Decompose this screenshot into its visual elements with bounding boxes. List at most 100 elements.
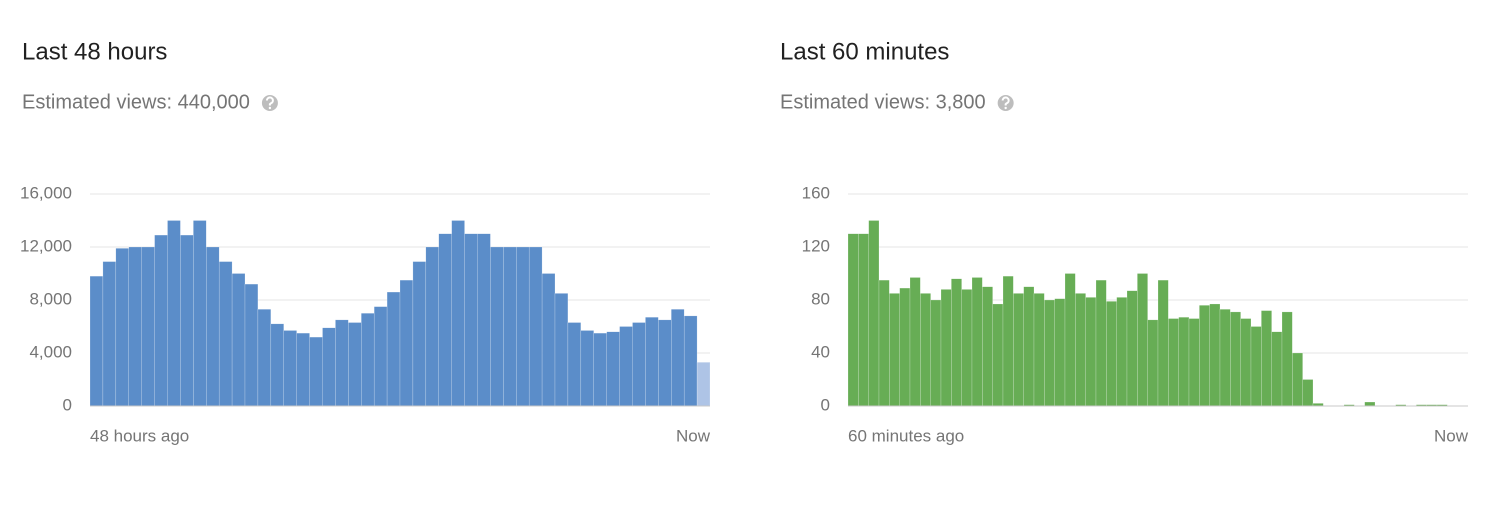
bar — [541, 273, 556, 407]
y-tick-label: 8,000 — [29, 289, 72, 308]
bar — [899, 287, 911, 407]
bar — [128, 246, 142, 407]
bar — [1023, 286, 1035, 407]
bar — [218, 261, 233, 407]
bar — [167, 220, 181, 407]
bar — [683, 315, 698, 407]
x-end-label: Now — [676, 426, 711, 445]
bar — [940, 289, 952, 407]
bar — [115, 248, 129, 407]
bar — [412, 261, 427, 407]
bar — [516, 246, 530, 407]
bar — [309, 336, 323, 407]
bar — [373, 306, 388, 407]
bar — [971, 277, 983, 407]
bar — [141, 246, 155, 407]
help-icon[interactable] — [261, 95, 278, 111]
bar — [982, 286, 993, 407]
bar — [606, 331, 620, 407]
bar — [878, 279, 890, 407]
panel-subtitle: Estimated views: 440,000 — [22, 91, 250, 113]
bar — [257, 309, 272, 407]
bar — [858, 233, 869, 407]
bar — [1178, 317, 1190, 407]
bar — [1013, 293, 1024, 407]
bar — [1281, 311, 1293, 407]
bar — [451, 220, 465, 407]
panel-title: Last 48 hours — [22, 38, 167, 65]
bar — [1168, 318, 1179, 407]
y-tick-label: 12,000 — [20, 236, 72, 255]
bar — [361, 313, 375, 407]
bar — [1302, 379, 1314, 407]
bar — [1064, 273, 1076, 407]
bar — [1240, 318, 1252, 407]
bar — [322, 327, 336, 407]
bar — [1054, 298, 1066, 407]
bar — [386, 291, 401, 407]
bar — [1209, 303, 1221, 407]
x-end-label: Now — [1434, 426, 1469, 445]
bar — [868, 220, 880, 407]
bar — [528, 246, 543, 407]
bar — [193, 220, 207, 407]
bar — [1106, 301, 1117, 407]
bar — [847, 233, 859, 407]
bar — [951, 278, 962, 407]
bar — [1157, 279, 1169, 407]
bar — [1147, 319, 1159, 407]
bar — [335, 319, 349, 407]
bar — [180, 234, 194, 407]
bar — [1075, 293, 1086, 407]
help-icon[interactable] — [997, 95, 1014, 111]
bar — [438, 233, 452, 407]
bar — [632, 322, 646, 407]
panel-subtitle: Estimated views: 3,800 — [780, 91, 986, 113]
bar — [1230, 311, 1241, 407]
panel-title: Last 60 minutes — [780, 38, 949, 65]
bar — [102, 261, 117, 407]
help-icon-glyph — [1001, 96, 1010, 106]
bar — [671, 309, 685, 407]
y-tick-label: 16,000 — [20, 183, 72, 202]
bar — [658, 319, 672, 407]
bar — [477, 233, 491, 407]
bar — [89, 275, 104, 407]
bar — [1126, 290, 1138, 407]
help-icon-dot — [1004, 106, 1007, 110]
bar — [1219, 309, 1231, 407]
bar — [154, 234, 168, 407]
bar — [580, 330, 594, 407]
bar — [244, 283, 259, 407]
bar — [1199, 305, 1210, 407]
y-tick-label: 80 — [811, 289, 830, 308]
bar — [1095, 279, 1107, 407]
bar — [283, 330, 297, 407]
bar — [1250, 326, 1262, 407]
bar — [554, 293, 569, 407]
y-tick-label: 160 — [802, 183, 830, 202]
bar — [1085, 297, 1097, 407]
bar — [1292, 352, 1303, 407]
bar — [567, 322, 582, 407]
bar — [696, 362, 711, 407]
bar — [1364, 401, 1376, 407]
bar — [619, 326, 633, 407]
bar — [889, 293, 900, 407]
bar — [909, 277, 921, 407]
help-icon-dot — [268, 106, 272, 110]
x-start-label: 48 hours ago — [90, 426, 189, 445]
bar — [961, 289, 973, 407]
bar — [1044, 299, 1055, 407]
bar — [992, 303, 1004, 407]
bar — [464, 233, 478, 407]
bar — [593, 332, 607, 407]
bar — [490, 246, 504, 407]
y-tick-label: 4,000 — [29, 342, 72, 361]
bar — [1271, 331, 1283, 407]
bar — [1116, 297, 1128, 407]
bar — [1033, 293, 1045, 407]
bar — [425, 246, 439, 407]
bar — [206, 246, 220, 407]
